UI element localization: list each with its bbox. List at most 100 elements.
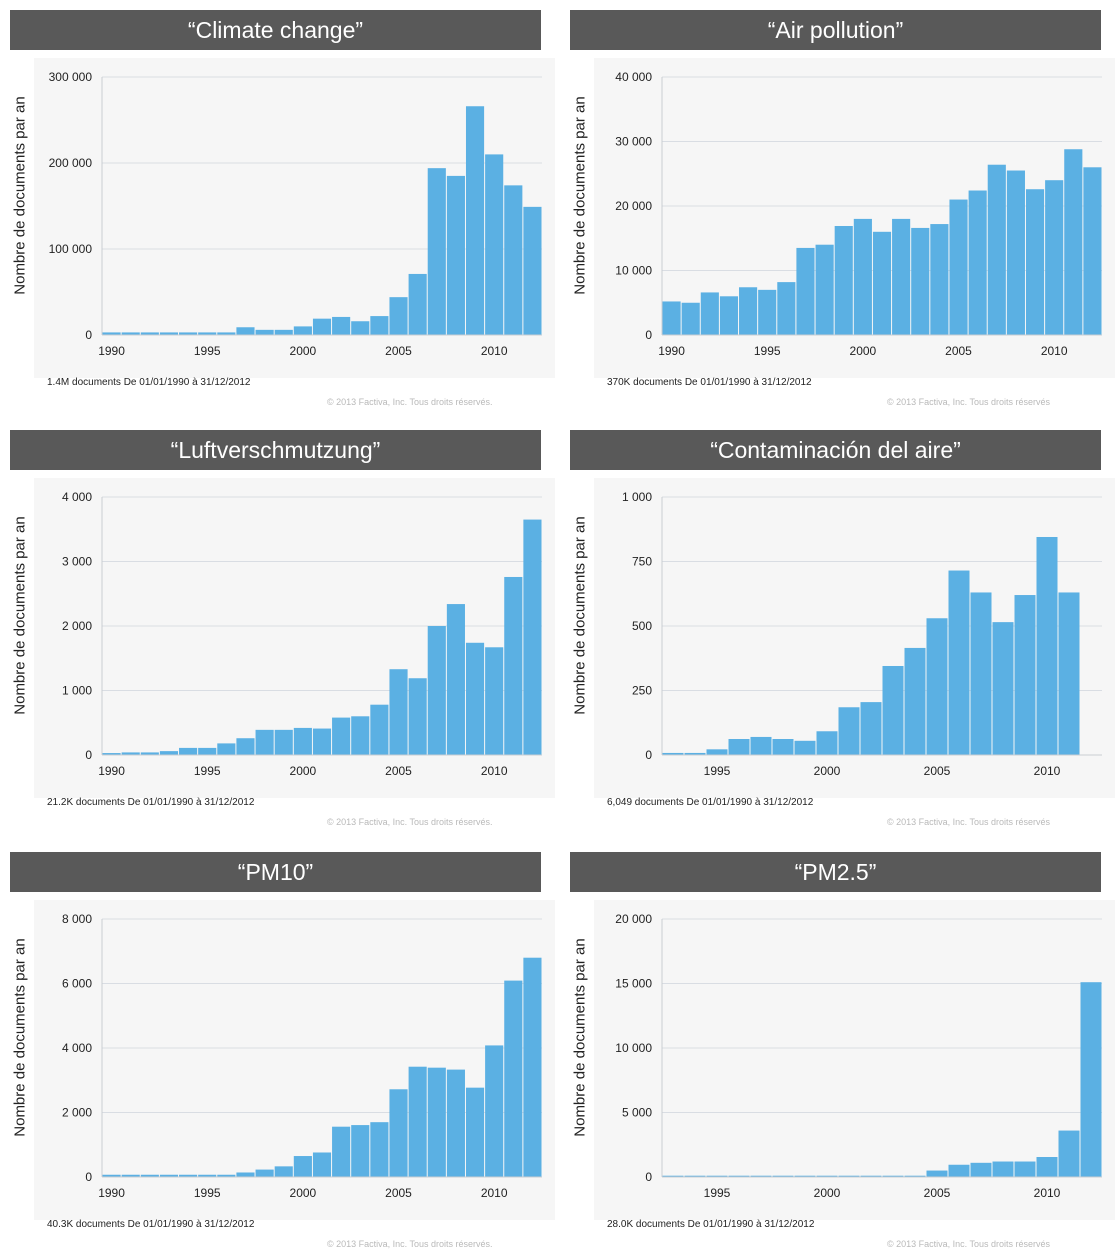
chart-panel: “Climate change” Nombre de documents par … — [10, 10, 555, 410]
bar — [293, 1156, 312, 1177]
bar — [485, 647, 504, 755]
bar — [389, 1089, 408, 1177]
x-tick-label: 2000 — [850, 344, 877, 358]
copyright-notice: © 2013 Factiva, Inc. Tous droits réservé… — [887, 397, 1051, 407]
bar — [949, 199, 968, 335]
document-count: 21.2K documents De 01/01/1990 à 31/12/20… — [47, 797, 255, 808]
bar — [427, 626, 446, 755]
bar — [370, 1122, 389, 1177]
copyright-notice: © 2013 Factiva, Inc. Tous droits réservé… — [327, 1239, 493, 1249]
bar — [1080, 982, 1102, 1177]
bar — [140, 752, 159, 755]
x-tick-label: 2010 — [1034, 764, 1061, 778]
bar — [794, 1175, 816, 1177]
bar — [794, 740, 816, 755]
bar — [274, 1166, 293, 1177]
y-tick-label: 2 000 — [62, 1106, 92, 1120]
document-count: 6,049 documents De 01/01/1990 à 31/12/20… — [607, 797, 814, 808]
bar — [293, 727, 312, 755]
copyright-notice: © 2013 Factiva, Inc. Tous droits réservé… — [887, 1239, 1051, 1249]
copyright-notice: © 2013 Factiva, Inc. Tous droits réservé… — [887, 817, 1051, 827]
chart-title: “Climate change” — [10, 10, 541, 50]
bar — [408, 1066, 427, 1177]
y-tick-label: 200 000 — [49, 156, 93, 170]
x-tick-label: 2010 — [1041, 344, 1068, 358]
chart-title: “Luftverschmutzung” — [10, 430, 541, 470]
bar — [159, 1174, 179, 1177]
y-tick-label: 0 — [85, 748, 92, 762]
y-tick-label: 250 — [632, 684, 652, 698]
x-tick-label: 2005 — [924, 1186, 951, 1200]
x-tick-label: 1990 — [658, 344, 685, 358]
x-tick-label: 2010 — [1034, 1186, 1061, 1200]
chart-title: “Air pollution” — [570, 10, 1101, 50]
bar — [772, 1175, 794, 1177]
bar — [179, 747, 198, 755]
bar — [370, 704, 389, 755]
bar — [159, 332, 179, 335]
bar — [706, 1175, 728, 1177]
bar — [274, 329, 293, 335]
bar — [838, 1175, 860, 1177]
bar — [1025, 189, 1045, 335]
y-tick-label: 750 — [632, 555, 652, 569]
y-tick-label: 10 000 — [615, 264, 652, 278]
y-tick-label: 4 000 — [62, 490, 92, 504]
x-tick-label: 2000 — [290, 344, 317, 358]
y-tick-label: 1 000 — [622, 490, 652, 504]
bar — [796, 247, 815, 335]
chart-title: “PM2.5” — [570, 852, 1101, 892]
bar — [930, 224, 949, 335]
bar — [739, 287, 758, 335]
bar — [872, 231, 892, 335]
bar — [816, 1175, 838, 1177]
bar — [389, 297, 408, 335]
bar — [523, 206, 542, 335]
bar — [198, 747, 217, 755]
bar — [816, 731, 838, 755]
bar — [332, 316, 351, 335]
x-tick-label: 2000 — [814, 764, 841, 778]
y-tick-label: 300 000 — [49, 70, 93, 84]
bar — [179, 1174, 198, 1177]
bar — [274, 729, 293, 755]
bar — [312, 318, 332, 335]
bar — [255, 1169, 274, 1177]
bar — [102, 753, 121, 755]
bar-chart: 0 1 000 2 000 3 000 4 000 1990 1995 2000 2005 201… — [62, 490, 542, 778]
bar — [1014, 595, 1036, 755]
bar — [1064, 149, 1083, 335]
chart-title: “PM10” — [10, 852, 541, 892]
bar — [312, 728, 332, 755]
bar — [236, 327, 255, 335]
bar — [351, 321, 370, 335]
x-tick-label: 1995 — [704, 764, 731, 778]
bar — [427, 168, 446, 335]
bar — [968, 190, 987, 335]
x-tick-label: 2000 — [290, 1186, 317, 1200]
bar — [1083, 167, 1102, 335]
bar — [1014, 1161, 1036, 1177]
bar — [408, 273, 427, 335]
bar — [834, 225, 853, 335]
bar-chart: 0 10 000 20 000 30 000 40 000 1990 1995 2000 200… — [615, 70, 1102, 358]
bar — [332, 717, 351, 755]
bar — [772, 739, 794, 755]
y-tick-label: 0 — [85, 328, 92, 342]
x-tick-label: 2010 — [481, 1186, 508, 1200]
y-tick-label: 100 000 — [49, 242, 93, 256]
bar — [815, 244, 834, 335]
x-tick-label: 2000 — [814, 1186, 841, 1200]
bar — [236, 738, 255, 755]
y-tick-label: 0 — [645, 1170, 652, 1184]
bar — [662, 1175, 684, 1177]
bar — [159, 751, 179, 755]
bar — [838, 707, 860, 755]
bar — [750, 1175, 772, 1177]
bar — [102, 332, 121, 335]
bar — [911, 227, 930, 335]
bar — [504, 576, 523, 755]
bar — [1058, 1130, 1080, 1177]
bar — [370, 316, 389, 335]
copyright-notice: © 2013 Factiva, Inc. Tous droits réservé… — [327, 397, 493, 407]
